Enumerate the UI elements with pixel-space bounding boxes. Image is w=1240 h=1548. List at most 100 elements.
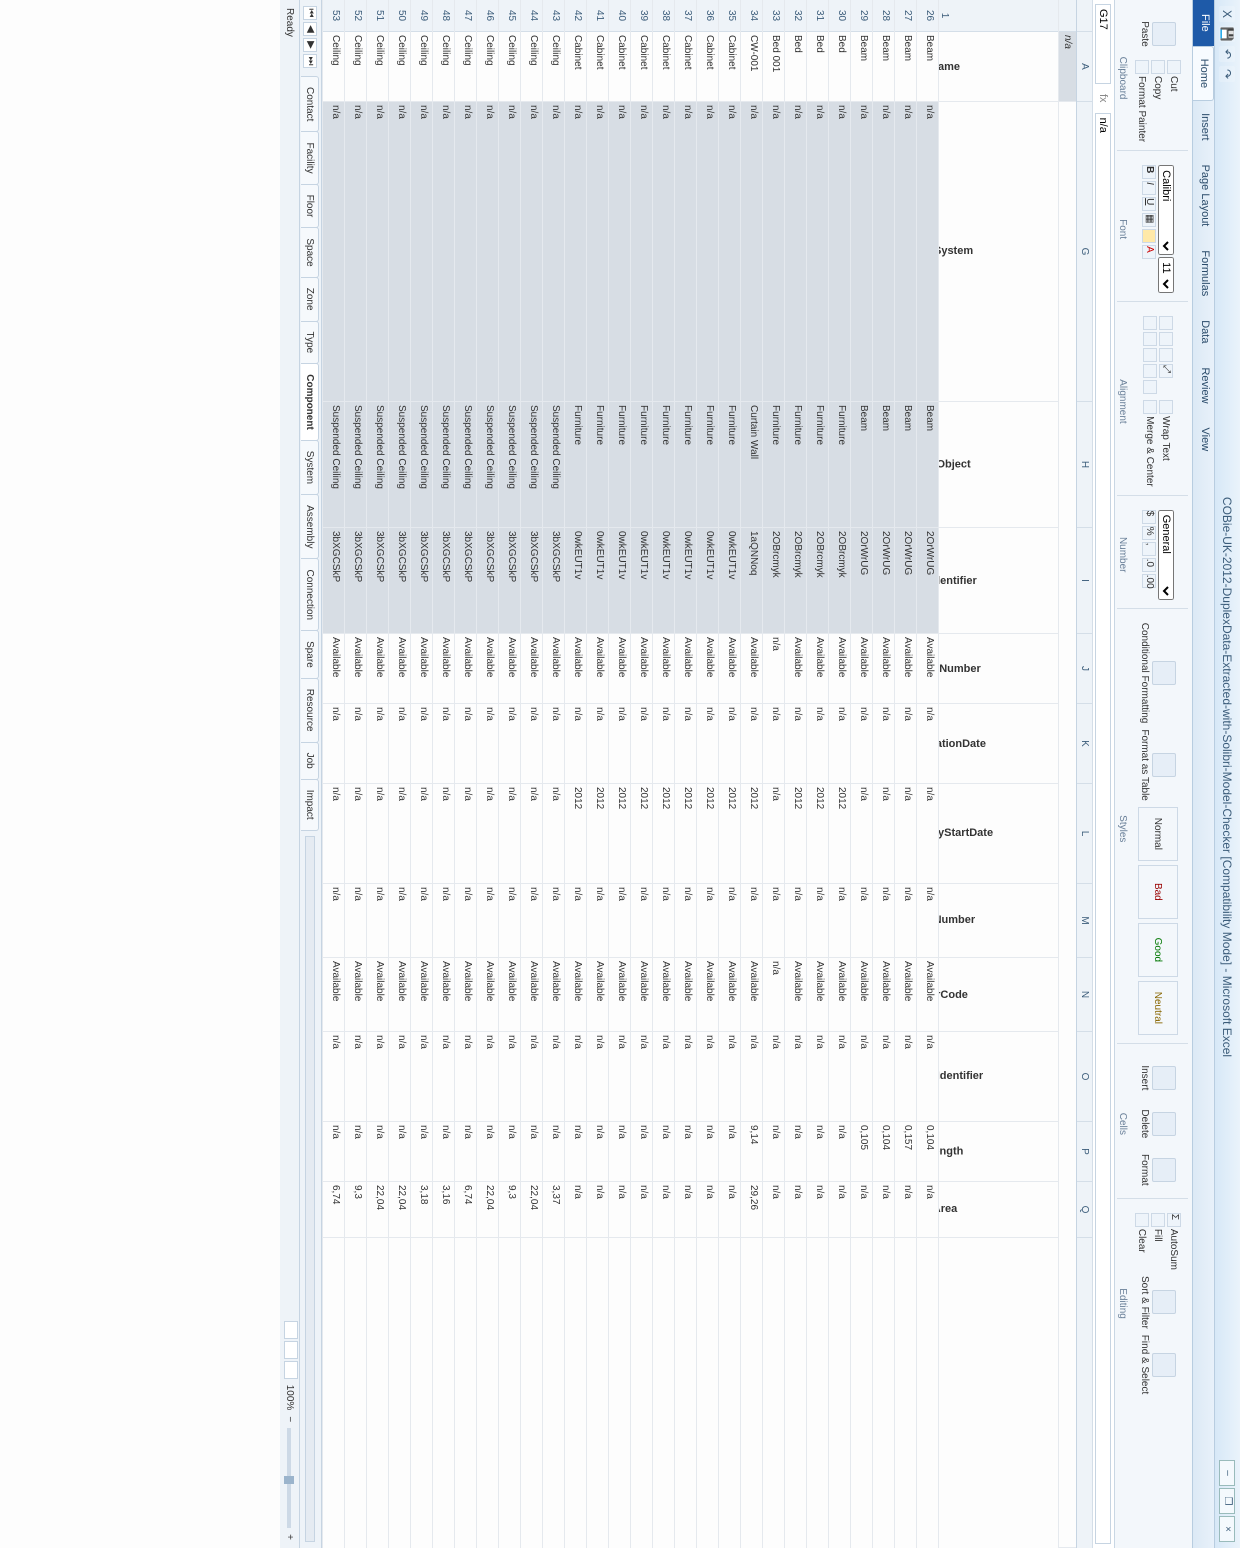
row-number[interactable]: 31 xyxy=(807,0,828,32)
cell[interactable]: n/a xyxy=(323,102,344,402)
cell[interactable]: 2012 xyxy=(807,784,828,884)
sheet-tab-spare[interactable]: Spare xyxy=(302,630,320,679)
row-number[interactable]: 47 xyxy=(455,0,476,32)
tab-review[interactable]: Review xyxy=(1193,355,1214,415)
column-header-N[interactable]: N xyxy=(1077,958,1092,1032)
cell[interactable]: Available xyxy=(565,634,586,704)
cell[interactable]: n/a xyxy=(477,1122,498,1182)
cell[interactable]: n/a xyxy=(433,704,454,784)
cell[interactable]: Suspended Ceiling xyxy=(367,402,388,528)
cell[interactable]: 0wkEUT1v xyxy=(587,528,608,634)
cell[interactable]: n/a xyxy=(675,102,696,402)
table-row[interactable]: 39Cabinetn/aFurniture0wkEUT1vAvailablen/… xyxy=(630,0,652,1548)
table-row[interactable]: 43Ceilingn/aSuspended Ceiling3bXGCSkPAva… xyxy=(542,0,564,1548)
cell[interactable]: Available xyxy=(697,634,718,704)
row-number[interactable]: 53 xyxy=(323,0,344,32)
border-button[interactable]: ▦ xyxy=(1142,213,1156,227)
redo-icon[interactable]: ↷ xyxy=(1220,66,1236,82)
cell[interactable]: Ceiling xyxy=(455,32,476,102)
cell[interactable]: Available xyxy=(587,958,608,1032)
name-box[interactable] xyxy=(1096,4,1112,84)
cell[interactable]: n/a xyxy=(631,1032,652,1122)
cell[interactable]: Available xyxy=(609,958,630,1032)
cell[interactable]: n/a xyxy=(477,884,498,958)
cell[interactable]: Ceiling xyxy=(521,32,542,102)
tab-home[interactable]: Home xyxy=(1193,46,1214,101)
cell[interactable]: 2OBrcmyk xyxy=(763,528,784,634)
cell[interactable]: Available xyxy=(851,958,872,1032)
row-number[interactable]: 30 xyxy=(829,0,850,32)
cell[interactable]: Furniture xyxy=(719,402,740,528)
cell[interactable]: n/a xyxy=(323,884,344,958)
cell[interactable]: Available xyxy=(499,958,520,1032)
cell[interactable]: n/a xyxy=(675,704,696,784)
cell[interactable]: Bed xyxy=(829,32,850,102)
cell[interactable]: Available xyxy=(455,958,476,1032)
cell[interactable]: 2OrWrUG xyxy=(895,528,916,634)
cell[interactable]: Beam xyxy=(917,402,938,528)
column-header-O[interactable]: O xyxy=(1077,1032,1092,1122)
cell[interactable]: Available xyxy=(675,634,696,704)
cell[interactable]: Available xyxy=(587,634,608,704)
cell[interactable]: n/a xyxy=(367,884,388,958)
cell[interactable]: n/a xyxy=(675,1122,696,1182)
sheet-tab-connection[interactable]: Connection xyxy=(302,558,320,631)
cell[interactable]: Available xyxy=(741,634,762,704)
table-row[interactable]: 27Beamn/aBeam2OrWrUGAvailablen/an/an/aAv… xyxy=(894,0,916,1548)
cell[interactable]: 0,104 xyxy=(917,1122,938,1182)
cell[interactable]: Ceiling xyxy=(499,32,520,102)
cell[interactable]: 0wkEUT1v xyxy=(631,528,652,634)
cell[interactable]: Furniture xyxy=(829,402,850,528)
minimize-button[interactable]: – xyxy=(1220,1460,1236,1486)
cell[interactable]: n/a xyxy=(455,704,476,784)
cell[interactable]: n/a xyxy=(411,784,432,884)
table-row[interactable]: 51Ceilingn/aSuspended Ceiling3bXGCSkPAva… xyxy=(366,0,388,1548)
table-row[interactable]: 53Ceilingn/aSuspended Ceiling3bXGCSkPAva… xyxy=(322,0,344,1548)
italic-button[interactable]: I xyxy=(1142,181,1156,195)
cell[interactable]: n/a xyxy=(917,884,938,958)
cell[interactable]: Available xyxy=(697,958,718,1032)
cell[interactable]: Beam xyxy=(851,32,872,102)
select-all-corner[interactable] xyxy=(1077,0,1092,32)
cell[interactable]: n/a xyxy=(345,1032,366,1122)
cell[interactable]: n/a xyxy=(851,1032,872,1122)
comma-icon[interactable]: , xyxy=(1142,542,1156,556)
sheet-tab-floor[interactable]: Floor xyxy=(302,184,320,229)
cell[interactable]: n/a xyxy=(697,704,718,784)
cell[interactable]: n/a xyxy=(323,784,344,884)
cell[interactable]: n/a xyxy=(323,704,344,784)
tab-data[interactable]: Data xyxy=(1193,308,1214,355)
cell[interactable]: 2OBrcmyk xyxy=(785,528,806,634)
cell[interactable]: Cabinet xyxy=(653,32,674,102)
row-number[interactable]: 26 xyxy=(917,0,938,32)
cell[interactable]: Furniture xyxy=(653,402,674,528)
cell[interactable]: n/a xyxy=(455,102,476,402)
cell[interactable]: n/a xyxy=(785,102,806,402)
row-number[interactable]: 27 xyxy=(895,0,916,32)
worksheet-grid[interactable]: n/a 1 NameExtSystemExtObjectExtIdentifie… xyxy=(322,0,1076,1548)
cell[interactable]: n/a xyxy=(873,102,894,402)
cell[interactable]: Available xyxy=(741,958,762,1032)
table-row[interactable]: 45Ceilingn/aSuspended Ceiling3bXGCSkPAva… xyxy=(498,0,520,1548)
row-number[interactable]: 33 xyxy=(763,0,784,32)
cell[interactable]: n/a xyxy=(411,1032,432,1122)
cell[interactable]: Furniture xyxy=(565,402,586,528)
column-header-M[interactable]: M xyxy=(1077,884,1092,958)
cell[interactable]: n/a xyxy=(521,884,542,958)
cell[interactable]: n/a xyxy=(367,1032,388,1122)
cell[interactable]: CW-001 xyxy=(741,32,762,102)
cell[interactable]: 22,04 xyxy=(367,1182,388,1238)
cell[interactable]: n/a xyxy=(499,884,520,958)
cell[interactable]: Available xyxy=(367,958,388,1032)
table-row[interactable]: 40Cabinetn/aFurniture0wkEUT1vAvailablen/… xyxy=(608,0,630,1548)
row-number[interactable]: 48 xyxy=(433,0,454,32)
cell[interactable]: Available xyxy=(389,958,410,1032)
cell[interactable]: Available xyxy=(631,634,652,704)
cell[interactable]: 3bXGCSkP xyxy=(521,528,542,634)
column-header-I[interactable]: I xyxy=(1077,528,1092,634)
cell[interactable]: n/a xyxy=(411,102,432,402)
table-row[interactable]: 44Ceilingn/aSuspended Ceiling3bXGCSkPAva… xyxy=(520,0,542,1548)
cell[interactable]: 0wkEUT1v xyxy=(675,528,696,634)
format-painter-button[interactable]: Format Painter xyxy=(1135,60,1149,142)
merge-center-button[interactable]: Merge & Center xyxy=(1143,400,1157,487)
